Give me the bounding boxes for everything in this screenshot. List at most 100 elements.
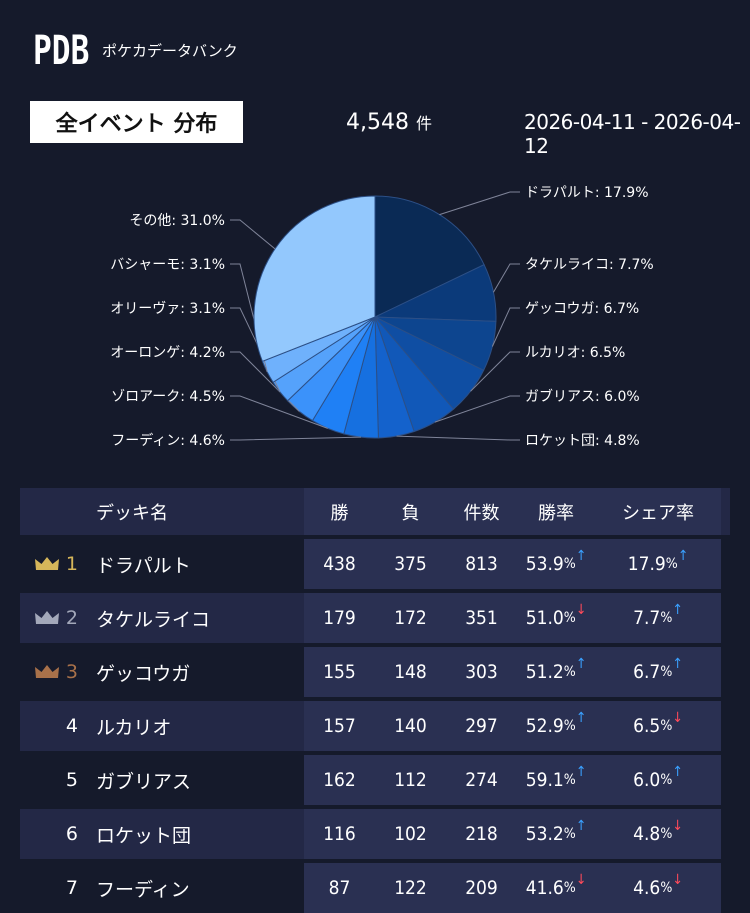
trend-down-icon: ↓ [672, 818, 683, 834]
wins-cell: 438 [323, 553, 356, 575]
rank-number: 3 [65, 661, 78, 683]
header-losses[interactable]: 負 [401, 502, 420, 524]
pie-slice-label: ルカリオ: 6.5% [525, 345, 625, 361]
trend-down-icon: ↓ [672, 872, 683, 888]
pie-slice-label: ゾロアーク: 4.5% [111, 389, 225, 405]
row-stats: 438 375 813 53.9% ↑ 17.9% ↑ [304, 539, 721, 589]
header-rank [20, 488, 84, 535]
winrate-cell: 52.9% ↑ [517, 701, 595, 751]
table-row[interactable]: 7 フーディン 87 122 209 41.6% ↓ 4.6% ↓ [20, 863, 730, 913]
count-cell: 218 [465, 823, 498, 845]
header-winrate[interactable]: 勝率 [538, 502, 574, 524]
trend-down-icon: ↓ [575, 872, 587, 888]
result-count-value: 4,548 [346, 110, 409, 135]
trend-down-icon: ↓ [672, 710, 683, 726]
share-cell: 6.7% ↑ [595, 647, 721, 697]
share-value: 7.7 [633, 607, 661, 629]
losses-cell: 102 [394, 823, 427, 845]
event-filter-button[interactable]: 全イベント 分布 [30, 101, 243, 143]
trend-up-icon: ↑ [575, 818, 587, 834]
pie-slice-label: オリーヴァ: 3.1% [110, 300, 225, 317]
pie-slice-label: ロケット団: 4.8% [525, 433, 640, 449]
pie-leader-line [396, 435, 520, 441]
crown-icon [34, 557, 59, 570]
losses-cell: 112 [394, 769, 427, 791]
header-deck-name[interactable]: デッキ名 [96, 502, 168, 524]
table-row[interactable]: 4 ルカリオ 157 140 297 52.9% ↑ 6.5% ↓ [20, 701, 730, 751]
pie-slice[interactable] [374, 195, 485, 318]
pie-leader-line [470, 351, 520, 392]
table-header: デッキ名 勝 負 件数 勝率 シェア率 [20, 488, 730, 535]
deck-name[interactable]: ルカリオ [84, 701, 304, 751]
pie-leader-line [230, 219, 276, 250]
percent-sign: % [660, 772, 673, 788]
rank-number: 5 [65, 769, 78, 791]
share-cell: 4.6% ↓ [595, 863, 721, 913]
header-share[interactable]: シェア率 [622, 502, 694, 524]
losses-cell: 375 [394, 553, 427, 575]
deck-name[interactable]: ガブリアス [96, 770, 192, 793]
trend-up-icon: ↑ [672, 764, 683, 780]
deck-name[interactable]: ドラパルト [96, 554, 191, 577]
table-row[interactable]: 2 タケルライコ 179 172 351 51.0% ↓ 7.7% ↑ [20, 593, 730, 643]
pie-leader-line [493, 263, 520, 293]
result-count: 4,548 件 [346, 110, 432, 135]
date-range[interactable]: 2026-04-11 - 2026-04-12 [524, 110, 741, 158]
count-cell: 274 [465, 769, 498, 791]
trend-up-icon: ↑ [575, 764, 587, 780]
count-cell: 297 [465, 715, 498, 737]
wins-cell: 157 [323, 715, 356, 737]
crown-shape [34, 557, 59, 570]
winrate-value: 59.1 [525, 769, 564, 791]
percent-sign: % [563, 718, 576, 734]
table-row[interactable]: 3 ゲッコウガ 155 148 303 51.2% ↑ 6.7% ↑ [20, 647, 730, 697]
header-wins[interactable]: 勝 [330, 502, 349, 524]
pie-leader-line [230, 436, 361, 441]
share-value: 6.5 [633, 715, 661, 737]
trend-down-icon: ↓ [575, 602, 587, 618]
winrate-value: 52.9 [525, 715, 564, 737]
rank-number: 2 [65, 607, 78, 629]
losses-cell: 148 [394, 661, 427, 683]
percent-sign: % [563, 664, 576, 680]
result-count-unit: 件 [415, 114, 432, 133]
row-stats: 157 140 297 52.9% ↑ 6.5% ↓ [304, 701, 721, 751]
percent-sign: % [660, 826, 673, 842]
trend-up-icon: ↑ [575, 656, 587, 672]
share-cell: 7.7% ↑ [595, 593, 721, 643]
row-stats: 116 102 218 53.2% ↑ 4.8% ↓ [304, 809, 721, 859]
percent-sign: % [660, 718, 673, 734]
crown-shape [34, 611, 59, 624]
app-logo[interactable]: PDB [33, 28, 90, 74]
winrate-value: 53.2 [525, 823, 564, 845]
count-cell: 351 [465, 607, 498, 629]
deck-share-pie-chart: ドラパルト: 17.9% タケルライコ: 7.7% ゲッコウガ: 6.7% ルカリオ:… [110, 185, 653, 449]
rank-cell: 2 [20, 593, 84, 643]
losses-cell: 172 [394, 607, 427, 629]
share-value: 17.9 [627, 553, 666, 575]
pie-slice[interactable] [253, 195, 376, 362]
table-row[interactable]: 6 ロケット団 116 102 218 53.2% ↑ 4.8% ↓ [20, 809, 730, 859]
losses-cell: 122 [394, 877, 427, 899]
rank-cell: 1 [20, 539, 84, 589]
deck-name[interactable]: ロケット団 [84, 809, 304, 859]
table-body: 1 ドラパルト 438 375 813 53.9% ↑ 17.9% ↑ 2 タケルライコ 179 172… [20, 539, 730, 913]
share-cell: 17.9% ↑ [595, 539, 721, 589]
winrate-cell: 51.0% ↓ [517, 593, 595, 643]
rank-cell: 7 [20, 863, 84, 913]
winrate-cell: 53.2% ↑ [517, 809, 595, 859]
winrate-value: 41.6 [525, 877, 564, 899]
share-cell: 6.5% ↓ [595, 701, 721, 751]
winrate-value: 51.0 [525, 607, 564, 629]
deck-name[interactable]: フーディン [96, 878, 190, 901]
table-row[interactable]: 1 ドラパルト 438 375 813 53.9% ↑ 17.9% ↑ [20, 539, 730, 589]
row-stats: 155 148 303 51.2% ↑ 6.7% ↑ [304, 647, 721, 697]
header-count[interactable]: 件数 [463, 502, 500, 524]
rank-number: 6 [65, 823, 78, 845]
table-row[interactable]: 5 ガブリアス 162 112 274 59.1% ↑ 6.0% ↑ [20, 755, 730, 805]
rank-number: 4 [65, 715, 78, 737]
deck-name[interactable]: ゲッコウガ [96, 662, 191, 685]
crown-shape [34, 665, 59, 678]
count-cell: 209 [465, 877, 498, 899]
deck-name[interactable]: タケルライコ [84, 593, 304, 643]
